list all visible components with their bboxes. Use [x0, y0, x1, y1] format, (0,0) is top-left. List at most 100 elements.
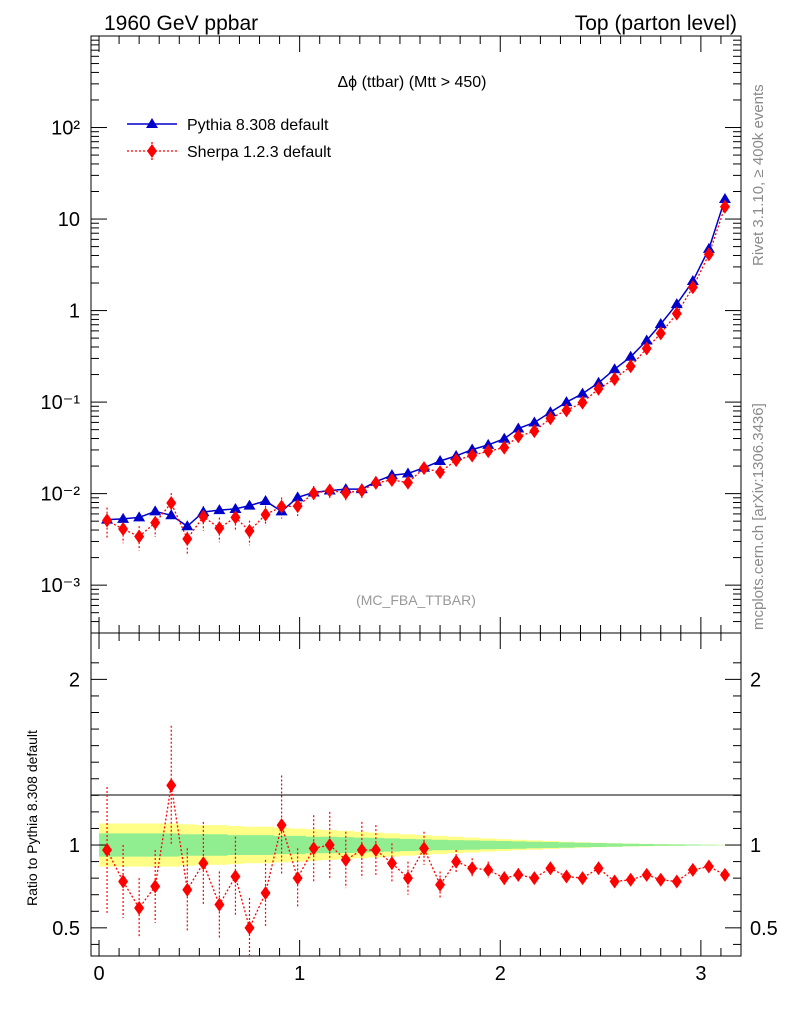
x-tick-label: 0 [93, 963, 104, 985]
y-tick-label: 1 [69, 301, 80, 323]
sherpa-point [467, 448, 478, 463]
sherpa-ratio-point [529, 871, 540, 886]
pythia-point [640, 334, 653, 345]
sherpa-ratio-point [419, 841, 430, 856]
pythia-point [718, 192, 731, 203]
ratio-y-tick-label-right: 0.5 [750, 918, 778, 940]
sherpa-point [356, 483, 367, 498]
y-tick-label: 10⁻² [41, 484, 81, 506]
sherpa-point [134, 529, 145, 544]
x-tick-label: 3 [695, 963, 706, 985]
sherpa-point [529, 424, 540, 439]
sherpa-point [561, 403, 572, 418]
x-tick-label: 2 [495, 963, 506, 985]
sherpa-point [402, 475, 413, 490]
sherpa-point [719, 199, 730, 214]
rivet-version-label: Rivet 3.1.10, ≥ 400k events [750, 84, 767, 266]
ratio-ylabel: Ratio to Pythia 8.308 default [24, 730, 40, 906]
pythia-line [106, 198, 726, 528]
sherpa-ratio-point [198, 856, 209, 871]
sherpa-ratio-point [513, 867, 524, 882]
sherpa-point [230, 510, 241, 525]
sherpa-ratio-point [134, 900, 145, 915]
pythia-point [213, 504, 226, 515]
pythia-point [482, 438, 495, 449]
sherpa-point [198, 509, 209, 524]
sherpa-point [244, 524, 255, 539]
ratio-y-tick-label: 0.5 [52, 918, 80, 940]
pythia-point [259, 495, 272, 506]
sherpa-point [292, 499, 303, 514]
analysis-label: (MC_FBA_TTBAR) [356, 592, 476, 608]
sherpa-line [106, 206, 726, 541]
legend-pythia-marker [146, 118, 158, 128]
sherpa-point [641, 341, 652, 356]
pythia-point [401, 467, 414, 478]
sherpa-ratio-point [719, 867, 730, 882]
pythia-point [243, 499, 256, 510]
sherpa-ratio-point [671, 874, 682, 889]
sherpa-ratio-point [118, 874, 129, 889]
sherpa-ratio-point [182, 882, 193, 897]
ratio-y-tick-label: 1 [69, 835, 80, 857]
pythia-point [291, 491, 304, 502]
pythia-point [592, 376, 605, 387]
sherpa-ratio-point [402, 871, 413, 886]
sherpa-point [703, 247, 714, 262]
axis-ticks [91, 36, 741, 956]
sherpa-point [483, 444, 494, 459]
y-tick-label: 10² [51, 118, 80, 140]
sherpa-point [260, 507, 271, 522]
sherpa-point [308, 486, 319, 501]
sherpa-ratio-point [150, 879, 161, 894]
sherpa-point [370, 475, 381, 490]
legend-sherpa-label: Sherpa 1.2.3 default [187, 144, 332, 161]
sherpa-ratio-point [467, 861, 478, 876]
ratio-panel-series [102, 725, 730, 956]
collision-label: 1960 GeV ppbar [104, 12, 258, 35]
pythia-point [512, 422, 525, 433]
ratio-y-tick-label-right: 2 [750, 669, 761, 691]
pythia-point [434, 455, 447, 466]
inner-band [99, 833, 733, 857]
sherpa-point [340, 485, 351, 500]
ratio-y-tick-label: 2 [69, 669, 80, 691]
sherpa-ratio-point [324, 838, 335, 853]
sherpa-point [499, 440, 510, 455]
ratio-uncertainty-bands [99, 823, 733, 867]
y-tick-label: 10⁻³ [41, 575, 81, 597]
plot-title: Δϕ (ttbar) (Mtt > 450) [337, 74, 486, 91]
pythia-point [608, 363, 621, 374]
pythia-point [133, 511, 146, 522]
sherpa-ratio-point [292, 871, 303, 886]
sherpa-point [655, 326, 666, 341]
sherpa-ratio-point [625, 872, 636, 887]
process-label: Top (parton level) [575, 12, 737, 35]
pythia-point [149, 505, 162, 516]
sherpa-point [451, 453, 462, 468]
sherpa-ratio-point [499, 871, 510, 886]
sherpa-ratio-point [166, 778, 177, 793]
x-tick-label: 1 [294, 963, 305, 985]
sherpa-ratio-point [340, 852, 351, 867]
sherpa-ratio-point [655, 872, 666, 887]
legend-sherpa-marker [147, 144, 157, 158]
sherpa-point [671, 306, 682, 321]
legend-pythia-label: Pythia 8.308 default [187, 117, 329, 134]
sherpa-ratio-point [230, 869, 241, 884]
sherpa-ratio-point [276, 818, 287, 833]
sherpa-point [609, 372, 620, 387]
sherpa-ratio-point [545, 861, 556, 876]
sherpa-ratio-point [214, 897, 225, 912]
sherpa-ratio-point [451, 854, 462, 869]
pythia-point [686, 275, 699, 286]
legend: Pythia 8.308 default Sherpa 1.2.3 defaul… [127, 117, 332, 161]
sherpa-point [593, 381, 604, 396]
axis-tick-labels: 0 1 2 3 10⁻³ 10⁻² 10⁻¹ 1 10 10² 0.5 0.5 1 1 2 2 [41, 118, 778, 985]
sherpa-ratio-point [593, 861, 604, 876]
sherpa-ratio-point [356, 842, 367, 857]
sherpa-point [435, 465, 446, 480]
pythia-point [165, 509, 178, 520]
y-tick-label: 10 [58, 209, 80, 231]
